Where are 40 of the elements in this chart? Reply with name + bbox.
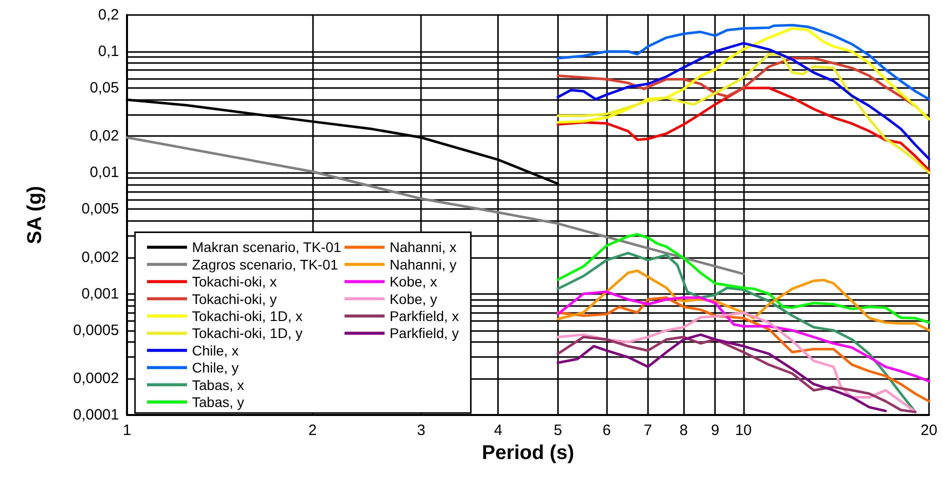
legend-label: Kobe, y [390,290,438,307]
y-tick-label: 0,002 [81,248,119,266]
legend-label: Chile, y [192,360,239,376]
legend-label: Nahanni, x [390,239,457,256]
x-tick-label: 8 [680,422,688,439]
x-tick-label: 7 [644,422,652,439]
legend-label: Kobe, x [390,274,438,290]
y-tick-label: 0,1 [98,42,119,60]
y-axis-title: SA (g) [24,186,46,244]
y-tick-label: 0,2 [98,6,119,24]
y-tick-label: 0,0001 [73,406,119,424]
y-tick-label: 0,05 [90,79,119,96]
legend-label: Tokachi-oki, x [192,274,277,290]
legend-label: Chile, x [192,342,239,358]
y-tick-label: 0,0005 [73,322,119,339]
legend-label: Nahanni, y [390,256,457,272]
legend-label: Zagros scenario, TK-01 [192,256,338,272]
x-tick-label: 2 [308,422,317,439]
legend-label: Tokachi-oki, y [192,290,277,307]
y-tick-label: 0,0002 [73,370,119,388]
y-tick-label: 0,001 [81,285,119,302]
legend-label: Tokachi-oki, 1D, x [192,308,302,324]
legend-label: Tabas, y [192,394,244,410]
x-tick-label: 10 [735,422,752,439]
x-tick-label: 5 [554,422,562,439]
x-tick-label: 9 [711,422,720,439]
y-tick-label: 0,01 [90,164,119,182]
y-tick-label: 0,005 [81,200,119,218]
x-tick-label: 4 [494,422,502,439]
x-tick-label: 6 [602,422,611,439]
x-tick-label: 20 [920,422,938,439]
legend-label: Tokachi-oki, 1D, y [192,325,302,342]
x-axis-title: Period (s) [482,442,574,464]
legend-label: Parkfield, x [390,308,459,324]
x-tick-label: 3 [416,422,426,439]
legend-label: Makran scenario, TK-01 [192,239,342,256]
y-tick-label: 0,02 [90,128,119,145]
legend-label: Tabas, x [192,376,244,393]
x-tick-label: 1 [122,422,132,439]
legend-label: Parkfield, y [390,325,459,342]
